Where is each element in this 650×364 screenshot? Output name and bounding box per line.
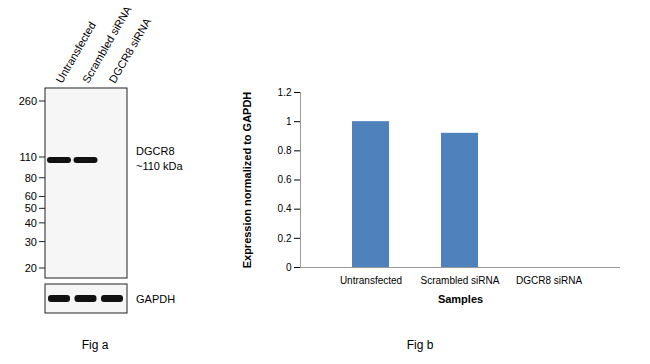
svg-text:Expression normalized to GAPDH: Expression normalized to GAPDH — [241, 92, 253, 269]
svg-text:Scrambled siRNA: Scrambled siRNA — [79, 3, 134, 85]
svg-text:Untransfected: Untransfected — [53, 19, 98, 85]
svg-text:80: 80 — [25, 172, 37, 184]
svg-text:0: 0 — [286, 262, 292, 273]
svg-text:Samples: Samples — [438, 293, 483, 305]
svg-text:DGCR8: DGCR8 — [136, 145, 175, 157]
svg-text:DGCR8 siRNA: DGCR8 siRNA — [516, 275, 582, 286]
svg-text:30: 30 — [25, 236, 37, 248]
svg-text:DGCR8 siRNA: DGCR8 siRNA — [106, 15, 153, 85]
svg-text:0.2: 0.2 — [278, 233, 292, 244]
svg-text:110: 110 — [19, 151, 37, 163]
svg-text:~110 kDa: ~110 kDa — [136, 160, 183, 172]
html-text:Fig a: Fig a — [81, 338, 109, 352]
svg-text:Scrambled siRNA: Scrambled siRNA — [421, 275, 500, 286]
svg-text:0.8: 0.8 — [278, 145, 292, 156]
svg-text:60: 60 — [25, 190, 37, 202]
svg-text:1: 1 — [286, 116, 292, 127]
svg-text:40: 40 — [25, 217, 37, 229]
svg-text:20: 20 — [25, 262, 37, 274]
svg-text:0.6: 0.6 — [278, 174, 292, 185]
svg-text:1.2: 1.2 — [278, 87, 292, 98]
html-text:Fig b: Fig b — [406, 338, 434, 352]
svg-text:GAPDH: GAPDH — [136, 293, 175, 305]
svg-text:0.4: 0.4 — [278, 203, 292, 214]
svg-text:50: 50 — [25, 202, 37, 214]
svg-text:Untransfected: Untransfected — [340, 275, 402, 286]
svg-text:260: 260 — [19, 95, 37, 107]
